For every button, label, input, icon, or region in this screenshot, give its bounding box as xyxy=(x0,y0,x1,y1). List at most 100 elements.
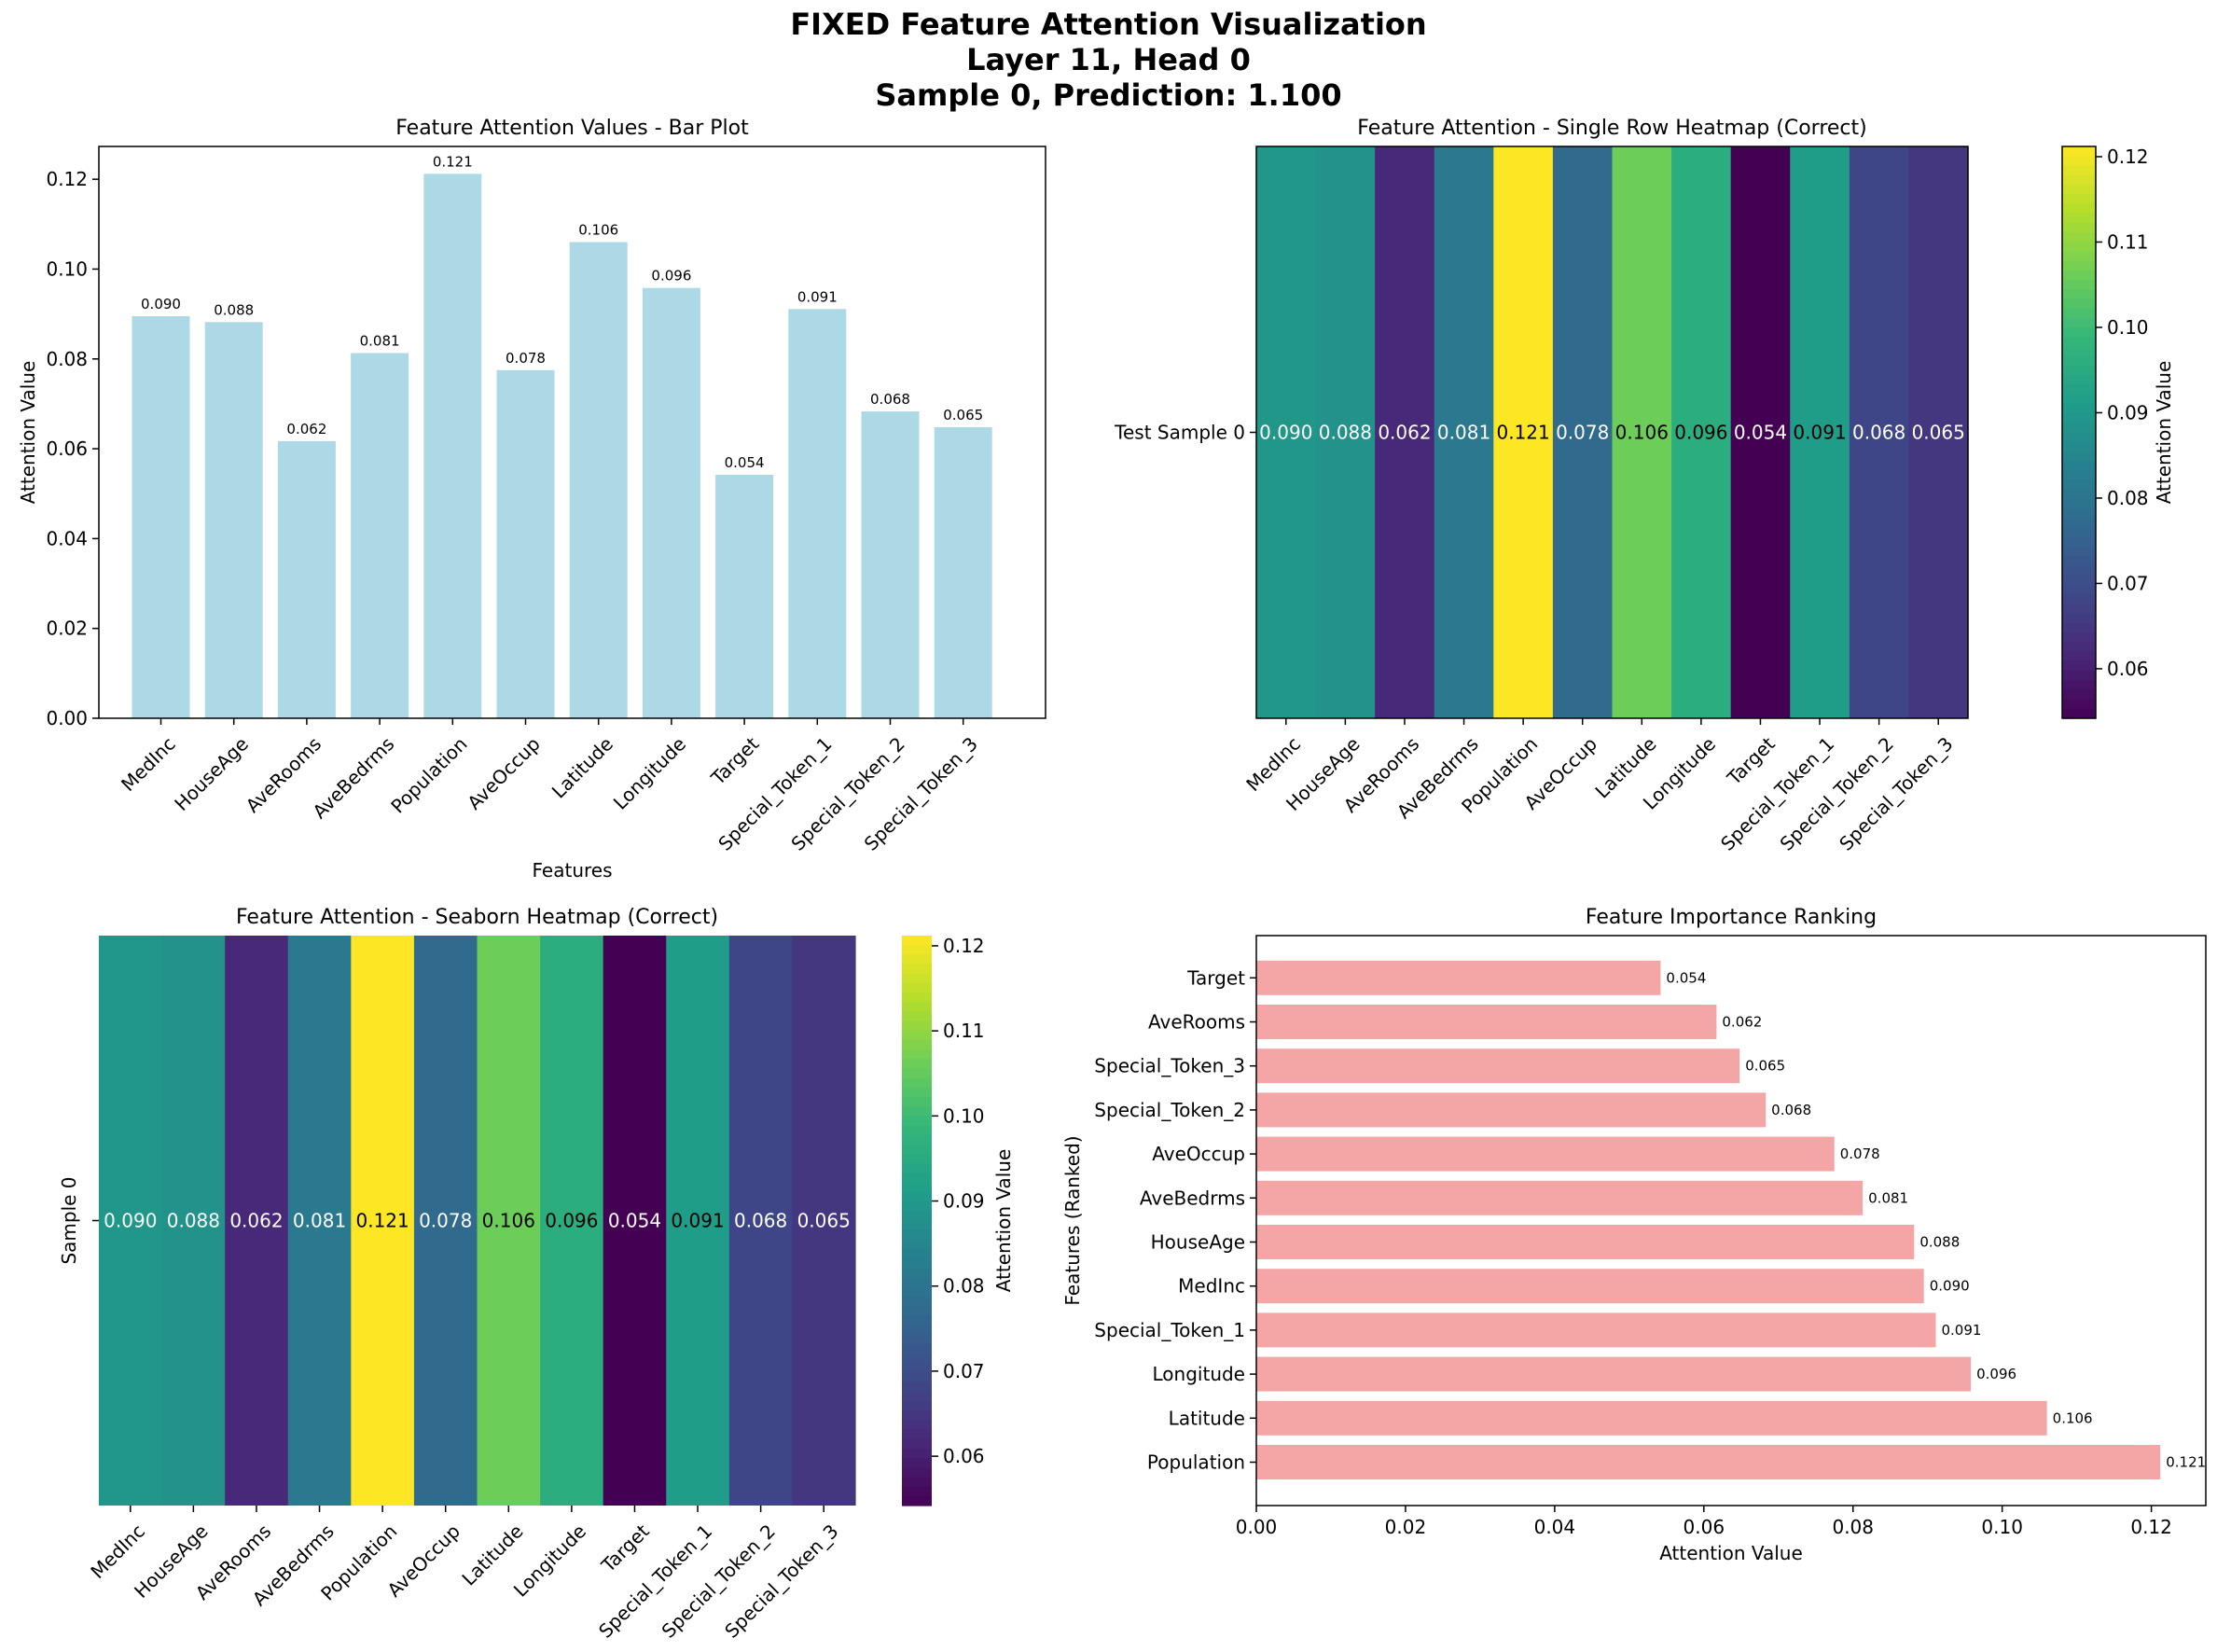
bar-plot-value-label: 0.088 xyxy=(214,301,254,318)
single-row-heatmap-colorbar-tick-label: 0.12 xyxy=(2107,146,2149,168)
seaborn-heatmap-colorbar-segment xyxy=(902,1154,932,1164)
ranking-ytick-label: Special_Token_1 xyxy=(1094,1319,1245,1341)
seaborn-heatmap-colorbar-segment xyxy=(902,1296,932,1307)
single-row-heatmap-colorbar-segment xyxy=(2062,642,2096,653)
seaborn-heatmap-colorbar-segment xyxy=(902,1467,932,1478)
seaborn-heatmap-cell-label: 0.090 xyxy=(104,1210,157,1232)
ranking-value-label: 0.062 xyxy=(1722,1014,1762,1031)
ranking-value-label: 0.096 xyxy=(1976,1366,2016,1382)
seaborn-heatmap-colorbar-segment xyxy=(902,1400,932,1411)
single-row-heatmap-cell-label: 0.106 xyxy=(1615,422,1669,444)
bar-plot-value-label: 0.091 xyxy=(797,288,838,305)
seaborn-heatmap-cell-label: 0.106 xyxy=(482,1210,535,1232)
single-row-heatmap-colorbar-segment xyxy=(2062,423,2096,434)
single-row-heatmap-colorbar-segment xyxy=(2062,394,2096,405)
single-row-heatmap-colorbar-segment xyxy=(2062,470,2096,481)
ranking-value-label: 0.081 xyxy=(1868,1189,1908,1206)
seaborn-heatmap-colorbar-segment xyxy=(902,1068,932,1079)
single-row-heatmap-colorbar-segment xyxy=(2062,146,2096,157)
single-row-heatmap-colorbar-segment xyxy=(2062,174,2096,186)
single-row-heatmap-colorbar-segment xyxy=(2062,651,2096,662)
bar-plot-bar xyxy=(277,440,336,718)
single-row-heatmap-frame xyxy=(1255,146,1969,719)
seaborn-heatmap-colorbar-segment xyxy=(902,993,932,1003)
single-row-heatmap-colorbar-segment xyxy=(2062,604,2096,615)
ranking-xtick-label: 0.10 xyxy=(1981,1516,2023,1538)
ranking-bar xyxy=(1256,1356,1972,1392)
bar-plot-value-label: 0.096 xyxy=(651,268,691,285)
seaborn-heatmap-xtick-label: Special_Token_3 xyxy=(720,1520,842,1642)
ranking-bar xyxy=(1256,1269,1924,1304)
bar-plot-bar xyxy=(642,287,700,718)
single-row-heatmap-colorbar-segment xyxy=(2062,365,2096,376)
seaborn-heatmap-colorbar-segment xyxy=(902,1372,932,1383)
bar-plot-ytick-label: 0.06 xyxy=(46,437,88,460)
single-row-heatmap-cell xyxy=(1375,146,1435,718)
bar-plot-bar xyxy=(423,174,482,719)
single-row-heatmap-colorbar-segment xyxy=(2062,222,2096,233)
single-row-heatmap-cell-label: 0.121 xyxy=(1496,422,1549,444)
single-row-heatmap-title: Feature Attention - Single Row Heatmap (… xyxy=(1357,117,1866,140)
single-row-heatmap-colorbar-segment xyxy=(2062,660,2096,672)
seaborn-heatmap-xtick-label: Target xyxy=(596,1520,654,1577)
seaborn-heatmap-xtick-label: Special_Token_1 xyxy=(594,1520,716,1642)
seaborn-heatmap-colorbar-segment xyxy=(902,1495,932,1506)
bar-plot-bar xyxy=(861,411,920,718)
bar-plot-bar xyxy=(204,322,263,718)
ranking-ytick-label: MedInc xyxy=(1178,1275,1245,1298)
single-row-heatmap-colorbar-segment xyxy=(2062,156,2096,167)
bar-plot-ytick-label: 0.02 xyxy=(46,618,88,640)
single-row-heatmap-cell-label: 0.068 xyxy=(1852,422,1905,444)
seaborn-heatmap-colorbar-segment xyxy=(902,1106,932,1118)
ranking-xlabel: Attention Value xyxy=(1659,1542,1803,1564)
single-row-heatmap-colorbar-segment xyxy=(2062,432,2096,443)
seaborn-heatmap-colorbar-segment xyxy=(902,1410,932,1421)
bar-plot-value-label: 0.054 xyxy=(725,454,765,471)
single-row-heatmap-colorbar-segment xyxy=(2062,613,2096,624)
single-row-heatmap-cell xyxy=(1493,146,1554,718)
ranking-bar xyxy=(1256,960,1661,995)
seaborn-heatmap-cell-label: 0.065 xyxy=(797,1210,851,1232)
seaborn-heatmap-cell-label: 0.054 xyxy=(608,1210,661,1232)
single-row-heatmap-colorbar-segment xyxy=(2062,518,2096,529)
single-row-heatmap-colorbar-frame xyxy=(2061,146,2097,719)
seaborn-heatmap-colorbar-segment xyxy=(902,945,932,955)
single-row-heatmap-colorbar-segment xyxy=(2062,584,2096,595)
seaborn-heatmap-cell-label: 0.121 xyxy=(355,1210,409,1232)
seaborn-heatmap-colorbar-segment xyxy=(902,1239,932,1250)
single-row-heatmap-colorbar-segment xyxy=(2062,499,2096,509)
ranking-value-label: 0.088 xyxy=(1919,1234,1960,1251)
single-row-heatmap-colorbar-segment xyxy=(2062,260,2096,271)
single-row-heatmap-colorbar-segment xyxy=(2062,231,2096,243)
seaborn-heatmap-colorbar-segment xyxy=(902,1059,932,1070)
single-row-heatmap-colorbar-tick-label: 0.11 xyxy=(2107,230,2149,253)
ranking-bar xyxy=(1256,1312,1936,1348)
ranking-xtick-label: 0.12 xyxy=(2130,1516,2172,1538)
single-row-heatmap-colorbar-segment xyxy=(2062,203,2096,215)
seaborn-heatmap-colorbar-segment xyxy=(902,1258,932,1270)
ranking-xtick-label: 0.08 xyxy=(1832,1516,1874,1538)
bar-plot-bar xyxy=(715,475,774,718)
single-row-heatmap-cell xyxy=(1671,146,1732,718)
ranking-ytick-label: Population xyxy=(1147,1451,1245,1474)
seaborn-heatmap-colorbar-segment xyxy=(902,1286,932,1298)
single-row-heatmap-colorbar-segment xyxy=(2062,355,2096,367)
seaborn-heatmap-colorbar-segment xyxy=(902,1125,932,1136)
single-row-heatmap-cell-label: 0.091 xyxy=(1793,422,1846,444)
bar-plot-value-label: 0.090 xyxy=(141,296,181,312)
seaborn-heatmap-cell xyxy=(477,936,541,1506)
seaborn-heatmap-cell xyxy=(225,936,289,1506)
single-row-heatmap-colorbar-segment xyxy=(2062,536,2096,548)
single-row-heatmap-cell-label: 0.081 xyxy=(1437,422,1490,444)
single-row-heatmap-colorbar-segment xyxy=(2062,280,2096,290)
seaborn-heatmap-xtick-label: MedInc xyxy=(86,1520,149,1583)
seaborn-heatmap-colorbar-segment xyxy=(902,1325,932,1336)
ranking-ytick-label: Special_Token_3 xyxy=(1094,1055,1245,1077)
bar-plot-ytick-label: 0.08 xyxy=(46,348,88,370)
single-row-heatmap-cell xyxy=(1256,146,1317,718)
single-row-heatmap-cell xyxy=(1849,146,1910,718)
ranking-frame xyxy=(1255,935,2207,1506)
single-row-heatmap-colorbar-segment xyxy=(2062,317,2096,328)
seaborn-heatmap-colorbar-tick-label: 0.11 xyxy=(943,1020,985,1042)
bar-plot-ytick-label: 0.12 xyxy=(46,168,88,190)
